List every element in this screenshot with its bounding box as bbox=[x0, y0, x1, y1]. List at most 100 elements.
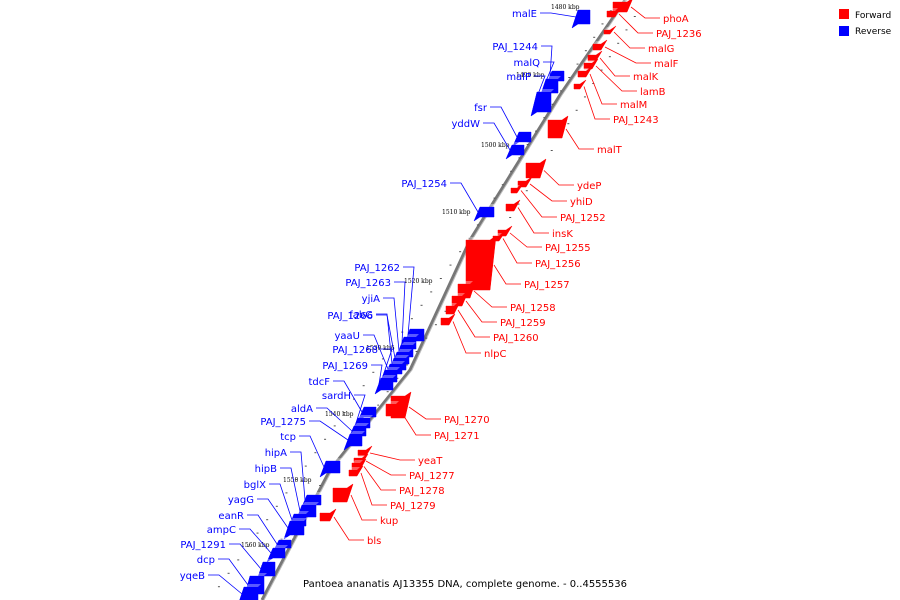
forward-gene-label[interactable]: malT bbox=[597, 145, 623, 156]
reverse-gene-malP[interactable] bbox=[530, 89, 554, 117]
reverse-gene-label[interactable]: hipB bbox=[255, 464, 277, 475]
reverse-gene-yddW[interactable] bbox=[505, 142, 527, 160]
forward-gene-label[interactable]: PAJ_1257 bbox=[524, 280, 570, 291]
reverse-gene-PAJ_1275[interactable] bbox=[343, 431, 365, 451]
reverse-gene-leader-hipB bbox=[280, 467, 301, 512]
reverse-gene-label[interactable]: dcp bbox=[197, 555, 215, 566]
forward-gene-label[interactable]: malF bbox=[654, 59, 679, 70]
forward-gene-label[interactable]: insK bbox=[552, 229, 573, 240]
forward-gene-label[interactable]: PAJ_1270 bbox=[444, 415, 490, 426]
reverse-gene-label[interactable]: PAJ_1244 bbox=[492, 42, 538, 53]
forward-gene-label[interactable]: PAJ_1277 bbox=[409, 471, 455, 482]
reverse-gene-label[interactable]: PAJ_1262 bbox=[354, 263, 400, 274]
reverse-gene-PAJ_1291[interactable] bbox=[256, 559, 278, 581]
forward-gene-PAJ_1257[interactable] bbox=[465, 235, 497, 291]
legend-reverse-label: Reverse bbox=[855, 27, 892, 37]
forward-gene-PAJ_1259[interactable] bbox=[451, 291, 469, 307]
reverse-gene-label[interactable]: PAJ_1266 bbox=[327, 311, 373, 322]
forward-gene-insK[interactable] bbox=[505, 199, 521, 212]
forward-gene-label[interactable]: malK bbox=[633, 72, 659, 83]
forward-gene-bls[interactable] bbox=[319, 508, 337, 522]
forward-gene-label[interactable]: malG bbox=[648, 44, 674, 55]
forward-gene-ydeP[interactable] bbox=[525, 158, 547, 179]
reverse-gene-yagG[interactable] bbox=[283, 518, 307, 540]
reverse-gene-label[interactable]: malP bbox=[506, 72, 531, 83]
forward-gene-malM[interactable] bbox=[577, 66, 593, 78]
forward-gene-label[interactable]: PAJ_1243 bbox=[613, 115, 659, 126]
forward-gene-PAJ_1243[interactable] bbox=[573, 79, 587, 90]
reverse-gene-label[interactable]: tdcF bbox=[308, 377, 330, 388]
tick-dot bbox=[559, 90, 562, 92]
forward-gene-label[interactable]: yeaT bbox=[418, 456, 443, 467]
reverse-gene-label[interactable]: hipA bbox=[265, 448, 287, 459]
reverse-gene-fsr[interactable] bbox=[512, 129, 534, 147]
forward-gene-label[interactable]: kup bbox=[380, 516, 398, 527]
reverse-gene-label[interactable]: PAJ_1275 bbox=[260, 417, 306, 428]
forward-gene-label[interactable]: PAJ_1255 bbox=[545, 243, 591, 254]
forward-gene-kup[interactable] bbox=[332, 483, 354, 503]
forward-gene-label[interactable]: PAJ_1259 bbox=[500, 318, 546, 329]
reverse-gene-tcp[interactable] bbox=[319, 458, 343, 478]
tick-marks: 1480 kbp 1490 kbp 1500 kbp 1510 kbp 1520 kbp… bbox=[217, 4, 636, 594]
forward-gene-label[interactable]: nlpC bbox=[484, 349, 506, 360]
forward-gene-PAJ_1236[interactable] bbox=[606, 6, 622, 18]
forward-gene-label[interactable]: PAJ_1236 bbox=[656, 29, 702, 40]
reverse-gene-label[interactable]: yddW bbox=[451, 119, 480, 130]
reverse-gene-malE[interactable] bbox=[571, 7, 593, 29]
forward-gene-PAJ_1252[interactable] bbox=[510, 183, 524, 194]
forward-gene-label[interactable]: phoA bbox=[663, 14, 689, 25]
forward-gene-label[interactable]: PAJ_1279 bbox=[390, 501, 436, 512]
forward-gene-PAJ_1255[interactable] bbox=[497, 225, 513, 237]
reverse-gene-label[interactable]: PAJ_1269 bbox=[322, 361, 368, 372]
reverse-gene-PAJ_1254[interactable] bbox=[473, 204, 497, 222]
reverse-gene-label[interactable]: eanR bbox=[218, 511, 244, 522]
reverse-gene-label[interactable]: PAJ_1254 bbox=[401, 179, 447, 190]
forward-gene-label[interactable]: PAJ_1260 bbox=[493, 333, 539, 344]
forward-gene-PAJ_1277[interactable] bbox=[353, 453, 369, 465]
reverse-gene-yqeB[interactable] bbox=[238, 584, 261, 600]
forward-gene-PAJ_1271[interactable] bbox=[385, 399, 403, 417]
forward-gene-PAJ_1260[interactable] bbox=[445, 301, 461, 315]
reverse-gene-label[interactable]: fabG bbox=[349, 310, 373, 321]
reverse-gene-label[interactable]: yagG bbox=[228, 495, 254, 506]
reverse-gene-label[interactable]: fsr bbox=[474, 103, 488, 114]
forward-gene-yhiD[interactable] bbox=[517, 176, 533, 188]
scale-tick-label: 1540 kbp bbox=[325, 411, 354, 418]
forward-gene-label[interactable]: PAJ_1258 bbox=[510, 303, 556, 314]
forward-gene-nlpC[interactable] bbox=[440, 313, 456, 326]
forward-gene-label[interactable]: PAJ_1278 bbox=[399, 486, 445, 497]
reverse-gene-label[interactable]: malQ bbox=[513, 58, 540, 69]
forward-gene-PAJ_1278[interactable] bbox=[351, 458, 367, 471]
reverse-gene-ampC[interactable] bbox=[266, 545, 288, 563]
reverse-gene-label[interactable]: bglX bbox=[244, 480, 266, 491]
forward-gene-label[interactable]: malM bbox=[620, 100, 647, 111]
tick-dot bbox=[593, 36, 596, 38]
reverse-gene-label[interactable]: yqeB bbox=[180, 571, 205, 582]
forward-gene-malK[interactable] bbox=[587, 50, 603, 62]
reverse-gene-label[interactable]: PAJ_1268 bbox=[332, 345, 378, 356]
reverse-gene-label[interactable]: yaaU bbox=[335, 331, 361, 342]
reverse-gene-label[interactable]: malE bbox=[512, 9, 537, 20]
forward-gene-PAJ_1258[interactable] bbox=[457, 279, 477, 299]
reverse-gene-label[interactable]: tcp bbox=[280, 432, 296, 443]
reverse-gene-label[interactable]: aldA bbox=[291, 404, 313, 415]
forward-gene-label[interactable]: PAJ_1271 bbox=[434, 431, 480, 442]
reverse-gene-label[interactable]: yjiA bbox=[362, 294, 380, 305]
forward-gene-label[interactable]: bls bbox=[367, 536, 381, 547]
reverse-gene-label[interactable]: PAJ_1291 bbox=[180, 540, 226, 551]
forward-gene-label[interactable]: PAJ_1256 bbox=[535, 259, 581, 270]
forward-gene-malG[interactable] bbox=[603, 25, 617, 35]
forward-gene-label[interactable]: ydeP bbox=[577, 181, 601, 192]
reverse-gene-label[interactable]: sardH bbox=[322, 391, 351, 402]
forward-gene-malT[interactable] bbox=[547, 115, 569, 139]
forward-gene-label[interactable]: yhiD bbox=[570, 197, 593, 208]
forward-gene-lamB[interactable] bbox=[583, 58, 599, 70]
forward-gene-label[interactable]: lamB bbox=[640, 87, 666, 98]
forward-gene-yeaT[interactable] bbox=[357, 445, 373, 457]
reverse-gene-label[interactable]: ampC bbox=[207, 525, 236, 536]
forward-gene-malF[interactable] bbox=[592, 39, 608, 51]
reverse-gene-label[interactable]: PAJ_1263 bbox=[345, 278, 391, 289]
forward-gene-PAJ_1279[interactable] bbox=[348, 465, 364, 477]
tick-dot bbox=[543, 117, 546, 119]
forward-gene-label[interactable]: PAJ_1252 bbox=[560, 213, 606, 224]
